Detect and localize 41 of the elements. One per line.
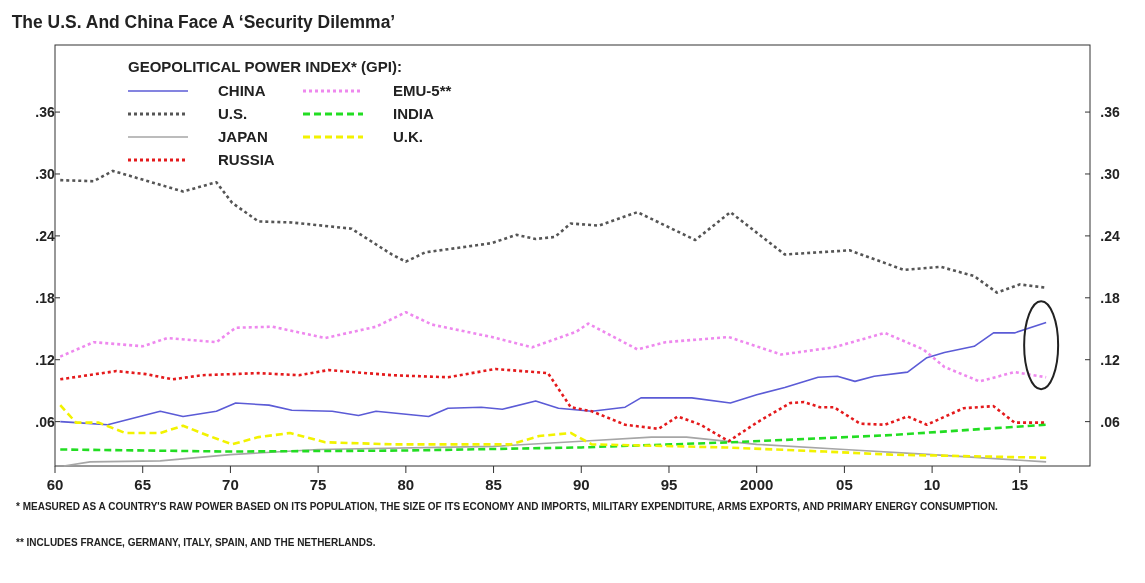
x-tick-label: 15 <box>1011 476 1029 493</box>
x-tick-label: 95 <box>660 476 678 493</box>
legend-label: EMU-5** <box>393 82 452 99</box>
x-tick-label: 85 <box>485 476 502 493</box>
x-tick-label: 65 <box>134 476 152 493</box>
text: ** INCLUDES FRANCE, GERMANY, ITALY, SPAIN, AND THE NETHERLANDS. <box>16 536 377 549</box>
legend-label: U.K. <box>393 128 423 145</box>
legend-label: U.S. <box>218 105 248 122</box>
y-tick-label: .36 <box>35 103 55 120</box>
y-tick-label: .24 <box>35 227 55 244</box>
y-tick-label: .06 <box>35 413 55 430</box>
legend-label: INDIA <box>393 105 434 122</box>
legend-label: JAPAN <box>218 128 268 145</box>
x-tick-label: 05 <box>836 476 853 493</box>
legend-title: GEOPOLITICAL POWER INDEX* (GPI): <box>128 58 402 75</box>
y2-tick-label: .06 <box>1100 413 1120 430</box>
y-tick-label: .12 <box>35 351 55 368</box>
line-series <box>58 403 1048 460</box>
x-tick-label: 75 <box>309 476 327 493</box>
y2-tick-label: .36 <box>1100 103 1120 120</box>
y2-tick-label: .30 <box>1100 165 1120 182</box>
legend-label: RUSSIA <box>218 151 275 168</box>
x-tick-label: 90 <box>572 476 590 493</box>
line-series <box>58 169 1046 294</box>
y2-tick-label: .24 <box>1100 227 1120 244</box>
y-tick-label: .18 <box>35 289 55 306</box>
x-tick-label: 70 <box>222 476 239 493</box>
y2-tick-label: .12 <box>1100 351 1120 368</box>
y2-tick-label: .18 <box>1100 289 1120 306</box>
x-tick-label: 60 <box>46 476 64 493</box>
chart-title: The U.S. And China Face A ‘Security Dilemma’ <box>11 10 396 33</box>
legend-label: CHINA <box>218 82 266 99</box>
line-series <box>59 321 1047 426</box>
x-tick-label: 10 <box>923 476 941 493</box>
x-tick-label: 80 <box>397 476 415 493</box>
text: * MEASURED AS A COUNTRY'S RAW POWER BASED ON ITS POPULATION, THE SIZE OF ITS ECONOMY AND IMPORTS, MILITARY EXPENDITURE, ARMS EXPORTS, AND PRIMARY ENERGY CONSUMPTION. <box>16 500 999 513</box>
line-series <box>58 423 1048 453</box>
line-series <box>58 310 1048 383</box>
y-tick-label: .30 <box>35 165 55 182</box>
x-tick-label: 2000 <box>740 476 774 493</box>
line-series <box>62 436 1047 467</box>
